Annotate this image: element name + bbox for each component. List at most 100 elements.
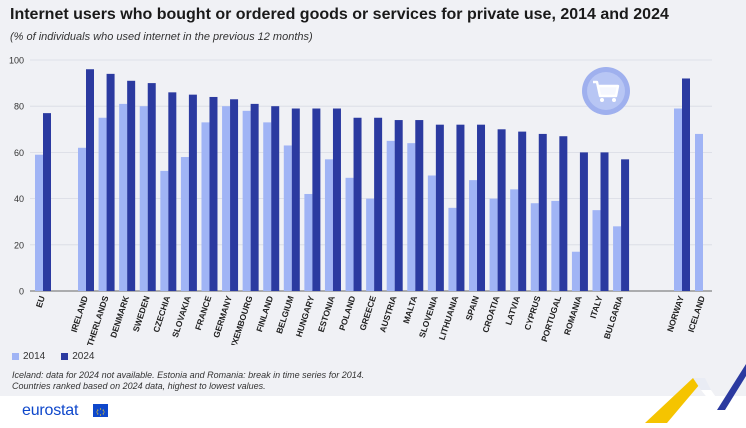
footnote-ranking: Countries ranked based on 2024 data, hig… [12, 381, 266, 391]
bar-2024-slovenia [435, 124, 444, 292]
legend-swatch-2024 [61, 353, 69, 360]
x-tick-label: SWEDEN [131, 295, 152, 334]
bar-2014-france [201, 122, 210, 292]
bar-2014-netherlands [98, 117, 107, 291]
x-tick-label: ESTONIA [316, 295, 337, 334]
legend-swatch-2014 [12, 353, 19, 360]
bar-2014-croatia [489, 198, 498, 291]
y-tick-label: 40 [14, 194, 24, 204]
bar-2014-denmark [119, 103, 128, 291]
bar-2024-croatia [497, 129, 506, 291]
footnote-availability: Iceland: data for 2024 not available. Es… [12, 370, 365, 380]
bar-2024-netherlands [106, 73, 115, 291]
x-tick-label: CROATIA [480, 295, 501, 334]
bar-2014-lithuania [448, 207, 457, 291]
bar-2014-spain [469, 180, 478, 291]
bar-2024-sweden [147, 83, 156, 291]
x-tick-label: BULGARIA [602, 295, 625, 341]
x-tick-label: LATVIA [503, 295, 522, 327]
legend-label-2024: 2024 [72, 351, 95, 362]
bar-2014-norway [674, 108, 682, 291]
x-tick-label: HUNGARY [294, 294, 317, 338]
x-tick-label: NORWAY [665, 294, 686, 333]
x-tick-label: DENMARK [108, 294, 131, 339]
page-title: Internet users who bought or ordered goo… [10, 6, 669, 23]
bar-2024-germany [230, 99, 239, 292]
bar-2024-ireland [86, 69, 94, 292]
x-tick-label: PORTUGAL [539, 295, 563, 343]
page-subtitle: (% of individuals who used internet in t… [10, 31, 313, 43]
bar-2024-hungary [312, 108, 321, 291]
x-tick-label: LITHUANIA [437, 295, 461, 342]
x-tick-label: MALTA [401, 295, 419, 325]
x-tick-label: GERMANY [211, 294, 234, 339]
bar-2014-bulgaria [613, 226, 622, 291]
bar-2024-latvia [518, 131, 527, 291]
bar-2014-sweden [139, 106, 148, 291]
x-tick-label: ICELAND [686, 295, 707, 334]
eurostat-corner-ribbon-icon [645, 350, 746, 428]
x-tick-label: BELGIUM [274, 295, 296, 335]
bar-2024-slovakia [188, 94, 197, 292]
x-tick-label: SLOVAKIA [170, 295, 193, 339]
bar-2014-hungary [304, 193, 313, 291]
bar-2014-cyprus [530, 203, 539, 291]
bar-2014-slovenia [427, 175, 436, 291]
x-tick-label: FINLAND [254, 295, 275, 334]
bar-2014-austria [386, 140, 395, 291]
x-tick-label: POLAND [337, 295, 358, 332]
bar-2014-poland [345, 177, 354, 291]
bar-2014-luxembourg [242, 110, 251, 291]
chart-legend: 2014 2024 [12, 351, 95, 362]
bar-2014-slovakia [180, 157, 189, 291]
x-tick-label: GREECE [357, 294, 378, 332]
x-tick-label: AUSTRIA [377, 295, 398, 334]
bar-2014-estonia [324, 159, 333, 291]
bar-2024-poland [353, 117, 362, 291]
bar-2024-portugal [559, 136, 568, 291]
legend-item-2024: 2024 [61, 351, 95, 362]
bar-2014-italy [592, 210, 601, 291]
x-tick-label: CYPRUS [522, 294, 543, 331]
bar-2024-austria [394, 120, 403, 291]
bar-2024-malta [415, 120, 424, 291]
x-tick-label: SPAIN [464, 295, 481, 322]
legend-item-2014: 2014 [12, 351, 45, 362]
bar-2024-luxembourg [250, 103, 259, 291]
shopping-cart-icon [581, 66, 631, 121]
bar-2024-finland [271, 106, 280, 291]
bar-2014-germany [222, 106, 231, 291]
footer-bar: eurostat [0, 396, 746, 423]
x-tick-label: CZECHIA [151, 295, 172, 334]
x-tick-label: ROMANIA [562, 295, 584, 337]
bar-2024-denmark [127, 80, 136, 291]
bar-2024-greece [374, 117, 383, 291]
bar-2024-cyprus [538, 133, 547, 291]
bar-2014-iceland [695, 133, 703, 291]
eurostat-logo[interactable]: eurostat [22, 402, 79, 419]
bar-2014-malta [407, 143, 416, 291]
bar-2014-latvia [510, 189, 519, 291]
y-tick-label: 80 [14, 102, 24, 112]
bar-2024-italy [600, 152, 609, 291]
bar-2024-bulgaria [621, 159, 630, 291]
bar-2024-estonia [332, 108, 341, 291]
bar-2014-romania [571, 251, 580, 291]
bar-2014-belgium [283, 145, 292, 291]
bar-2024-france [209, 96, 218, 292]
bar-2024-norway [682, 78, 690, 291]
bar-2024-lithuania [456, 124, 465, 292]
bar-2014-eu [35, 154, 43, 291]
bar-2014-greece [366, 198, 375, 291]
y-tick-label: 0 [19, 287, 24, 297]
x-tick-label: FRANCE [193, 294, 214, 331]
legend-label-2014: 2014 [23, 351, 46, 362]
eu-flag-icon [93, 404, 108, 417]
x-tick-label: EU [34, 295, 47, 309]
x-tick-label: IRELAND [69, 295, 90, 334]
y-tick-label: 20 [14, 240, 24, 250]
y-tick-label: 60 [14, 148, 24, 158]
bar-2024-romania [579, 152, 588, 291]
x-tick-label: ITALY [588, 294, 605, 319]
